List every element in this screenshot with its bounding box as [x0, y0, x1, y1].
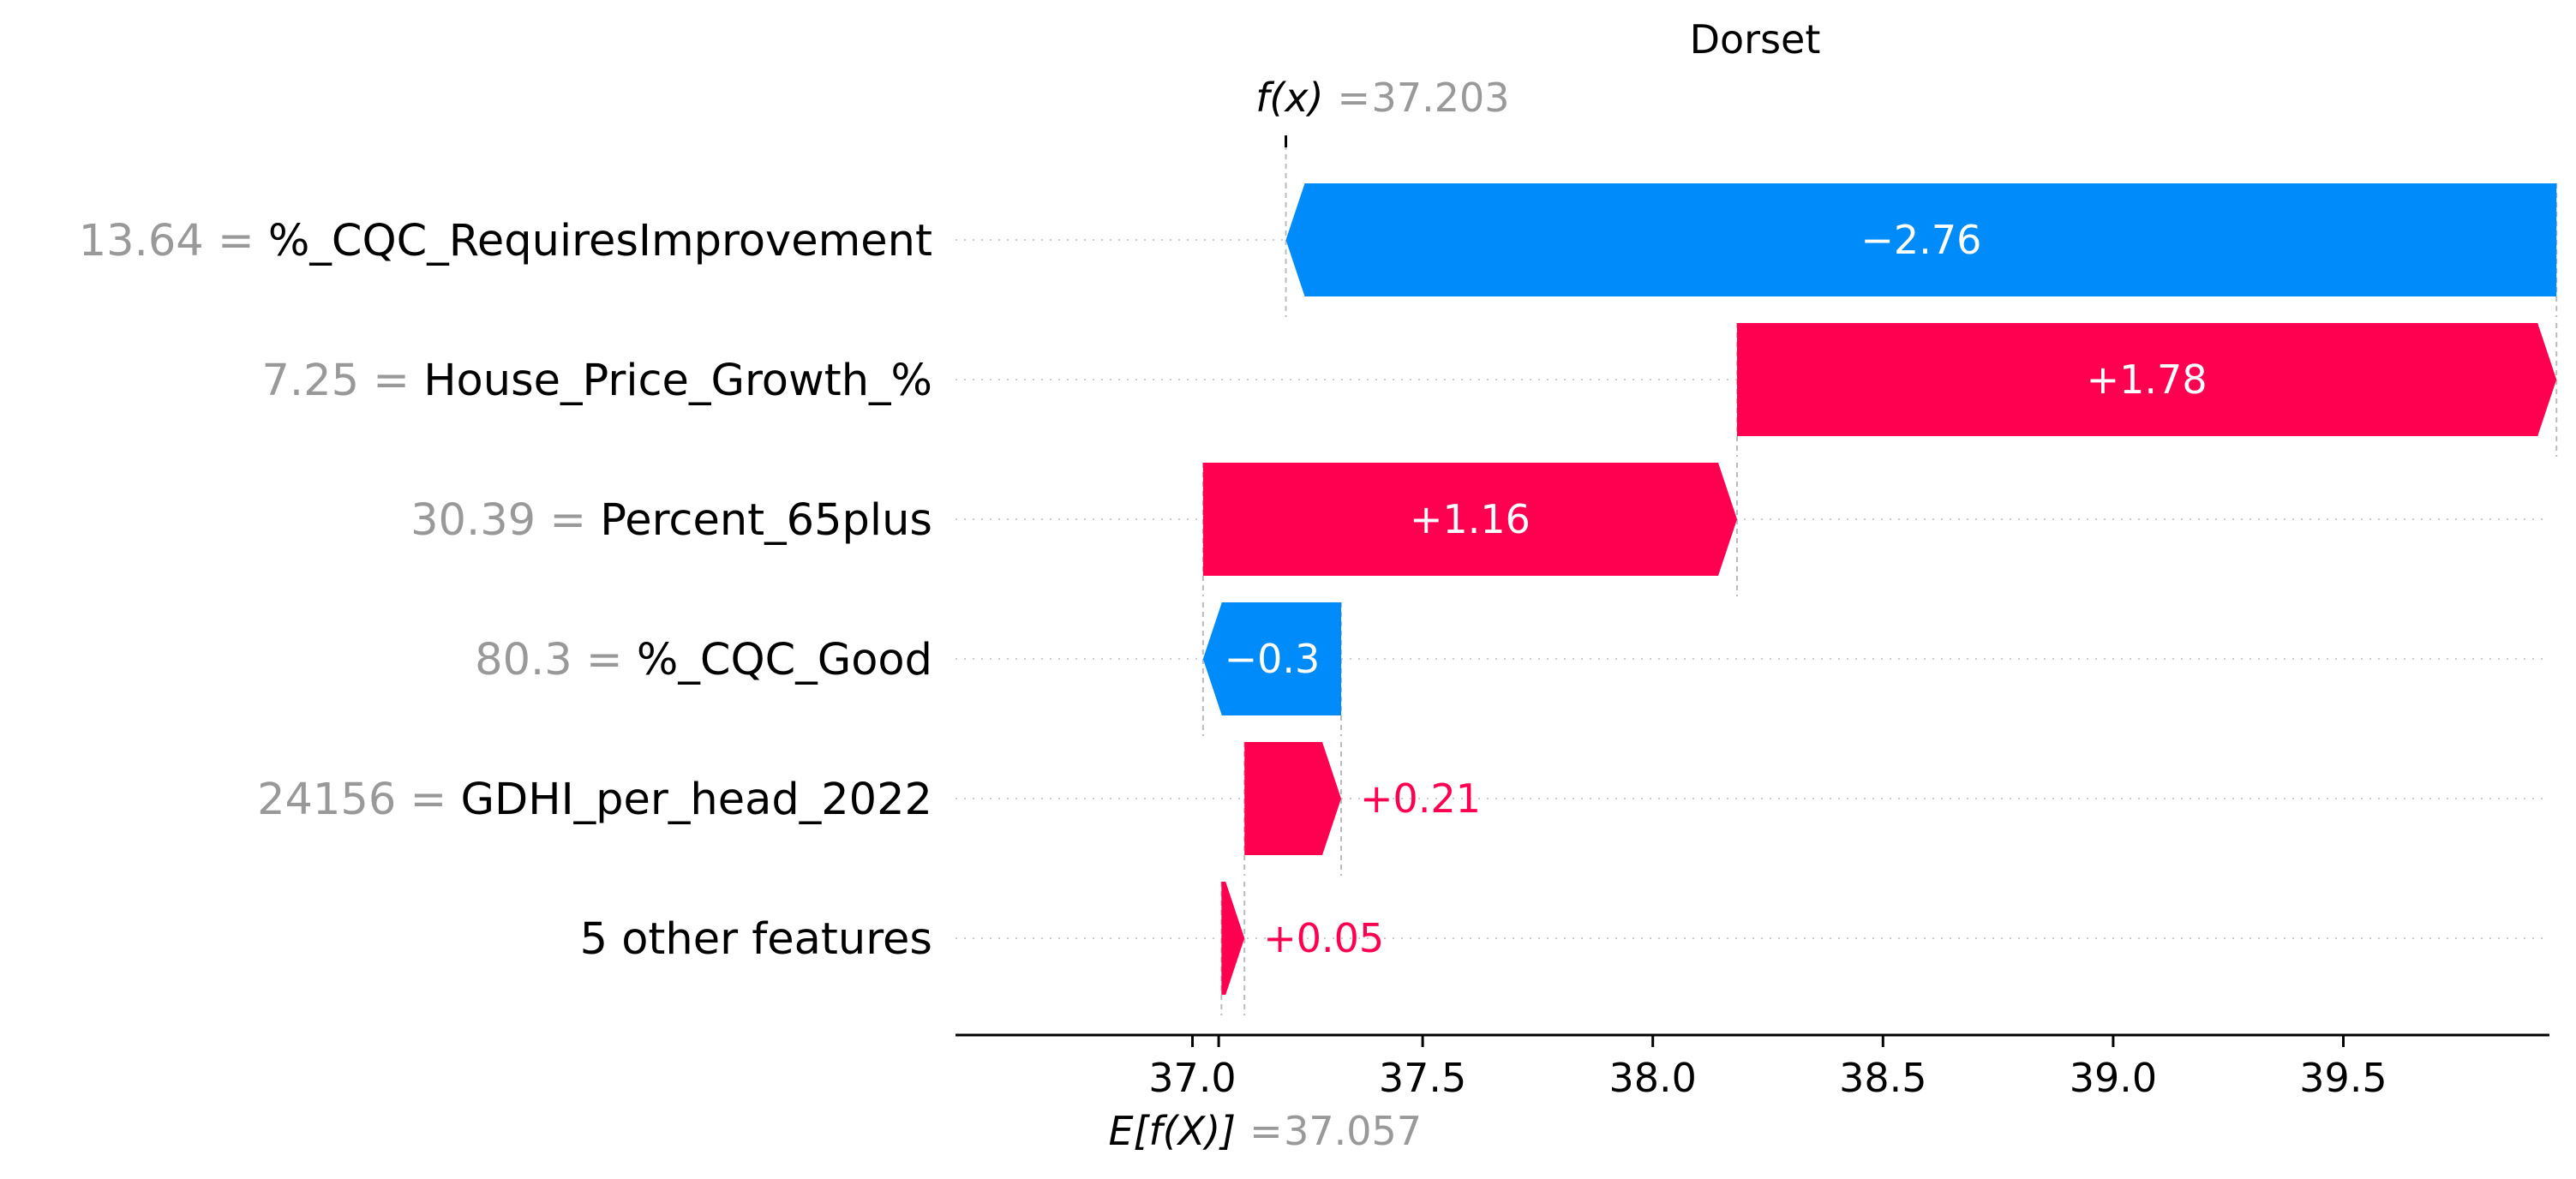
feature-value: 7.25: [261, 356, 359, 406]
x-tick-label: 39.0: [2070, 1055, 2157, 1101]
feature-value: 80.3: [475, 635, 572, 685]
feature-label: 30.39 = Percent_65plus: [410, 495, 932, 546]
base-value-number: 37.057: [1284, 1108, 1422, 1154]
feature-label: 7.25 = House_Price_Growth_%: [261, 356, 932, 406]
x-tick-label: 37.5: [1379, 1055, 1466, 1101]
bar-5: [1221, 882, 1245, 995]
bar-3: [1202, 602, 1342, 715]
feature-name: %_CQC_RequiresImprovement: [268, 216, 932, 266]
bar-value-label: +1.78: [2087, 356, 2208, 403]
feature-value: 30.39: [410, 495, 536, 546]
feature-label: 5 other features: [580, 914, 932, 965]
x-tick-label: 37.0: [1148, 1055, 1236, 1101]
feature-name: Percent_65plus: [600, 495, 932, 546]
feature-name: GDHI_per_head_2022: [460, 775, 932, 825]
x-tick-label: 38.0: [1609, 1055, 1696, 1101]
feature-equals: =: [359, 356, 423, 406]
feature-value: 13.64: [79, 216, 204, 266]
feature-name: House_Price_Growth_%: [423, 356, 932, 406]
feature-name: 5 other features: [580, 914, 932, 965]
fx-value-number: 37.203: [1372, 75, 1510, 121]
feature-label: 24156 = GDHI_per_head_2022: [257, 775, 932, 825]
feature-name: %_CQC_Good: [637, 635, 932, 685]
bar-value-label: +0.21: [1360, 775, 1481, 822]
bar-2: [1202, 463, 1738, 576]
bar-0: [1285, 183, 2557, 296]
base-value-equals: =: [1249, 1108, 1283, 1154]
feature-equals: =: [396, 775, 460, 825]
feature-equals: =: [536, 495, 600, 546]
feature-equals: =: [572, 635, 637, 685]
feature-label: 80.3 = %_CQC_Good: [475, 635, 932, 685]
fx-equals: =: [1338, 75, 1371, 121]
bar-1: [1737, 323, 2557, 436]
chart-title: Dorset: [1690, 16, 1821, 63]
bar-value-label: −2.76: [1860, 217, 1981, 263]
bar-value-label: +1.16: [1410, 496, 1531, 542]
feature-value: 24156: [257, 775, 396, 825]
bar-value-label: +0.05: [1263, 915, 1384, 961]
feature-equals: =: [204, 216, 268, 266]
x-tick-label: 38.5: [1839, 1055, 1926, 1101]
base-value-label: E[f(X)]: [1109, 1108, 1237, 1154]
feature-label: 13.64 = %_CQC_RequiresImprovement: [79, 216, 932, 266]
bar-4: [1244, 742, 1342, 855]
x-tick-label: 39.5: [2299, 1055, 2387, 1101]
bar-value-label: −0.3: [1225, 636, 1321, 682]
fx-label: f(x): [1255, 75, 1323, 121]
